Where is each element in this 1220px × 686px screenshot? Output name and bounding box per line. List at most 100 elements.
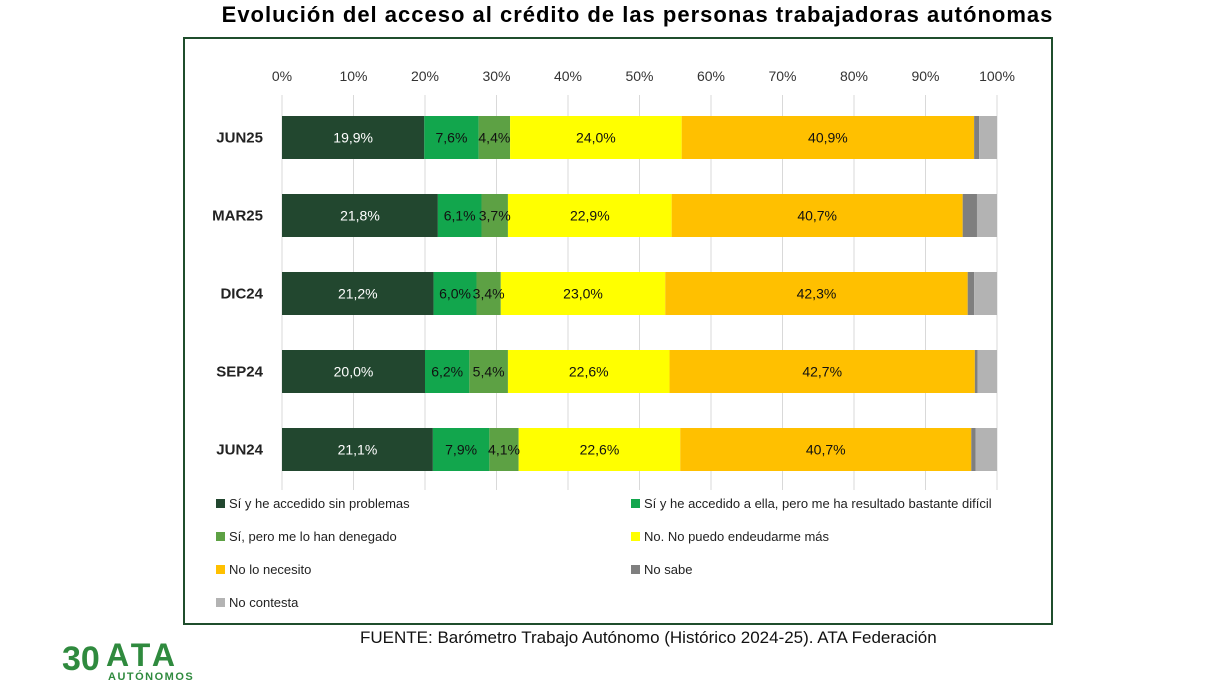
legend-label: No sabe bbox=[644, 562, 693, 577]
legend-swatch bbox=[216, 532, 225, 541]
legend-item: No contesta bbox=[216, 595, 298, 610]
legend-item: No. No puedo endeudarme más bbox=[631, 529, 829, 544]
data-label: 6,2% bbox=[431, 364, 463, 380]
legend-label: Sí y he accedido sin problemas bbox=[229, 496, 410, 511]
bar-segment bbox=[282, 116, 425, 159]
logo-number: 30 bbox=[62, 640, 100, 678]
bar-segment bbox=[971, 428, 976, 471]
data-label: 20,0% bbox=[334, 364, 374, 380]
bar-segment bbox=[481, 194, 508, 237]
data-label: 22,6% bbox=[580, 442, 620, 458]
bar-segment bbox=[282, 194, 438, 237]
chart-frame bbox=[183, 37, 1053, 625]
bar-segment bbox=[665, 272, 968, 315]
data-label: 19,9% bbox=[333, 130, 373, 146]
category-label: JUN24 bbox=[216, 442, 263, 459]
data-label: 23,0% bbox=[563, 286, 603, 302]
source-note: FUENTE: Barómetro Trabajo Autónomo (Hist… bbox=[360, 628, 937, 647]
legend-swatch bbox=[631, 532, 640, 541]
legend-swatch bbox=[631, 565, 640, 574]
x-tick-label: 50% bbox=[625, 68, 653, 84]
bar-segment bbox=[424, 116, 479, 159]
legend-item: No lo necesito bbox=[216, 562, 311, 577]
bar-segment bbox=[976, 194, 997, 237]
data-label: 21,2% bbox=[338, 286, 378, 302]
x-tick-label: 70% bbox=[768, 68, 796, 84]
legend-label: No lo necesito bbox=[229, 562, 312, 577]
bar-segment bbox=[433, 272, 477, 315]
x-axis-ticks: 0% 10% 20% 30% 40% 50% 60% 70% 80% 90% 100% bbox=[272, 68, 1015, 84]
legend-label: Sí y he accedido a ella, pero me ha resu… bbox=[644, 496, 992, 511]
logo-tagline: AUTÓNOMOS bbox=[108, 670, 194, 682]
data-label: 5,4% bbox=[473, 364, 505, 380]
legend-label: No. No puedo endeudarme más bbox=[644, 529, 830, 544]
data-label: 6,1% bbox=[444, 208, 476, 224]
bar-segment bbox=[282, 350, 425, 393]
bar-segment bbox=[979, 116, 997, 159]
legend-item: Sí y he accedido a ella, pero me ha resu… bbox=[631, 496, 992, 511]
data-label: 7,6% bbox=[435, 130, 467, 146]
data-label: 24,0% bbox=[576, 130, 616, 146]
data-label: 40,7% bbox=[806, 442, 846, 458]
legend-item: Sí, pero me lo han denegado bbox=[216, 529, 397, 544]
bar-segment bbox=[432, 428, 490, 471]
data-label: 7,9% bbox=[445, 442, 477, 458]
bar-segment bbox=[478, 116, 511, 159]
bar-segment bbox=[507, 194, 672, 237]
x-tick-label: 0% bbox=[272, 68, 292, 84]
bar-segment bbox=[669, 350, 975, 393]
bar-segment bbox=[425, 350, 470, 393]
data-label: 4,1% bbox=[488, 442, 520, 458]
legend-swatch bbox=[631, 499, 640, 508]
data-label: 3,7% bbox=[479, 208, 511, 224]
data-label: 3,4% bbox=[473, 286, 505, 302]
bar-segment bbox=[977, 350, 997, 393]
bar-segment bbox=[476, 272, 501, 315]
data-label: 40,7% bbox=[797, 208, 837, 224]
legend-label: Sí, pero me lo han denegado bbox=[229, 529, 397, 544]
data-label: 40,9% bbox=[808, 130, 848, 146]
legend-swatch bbox=[216, 598, 225, 607]
legend-swatch bbox=[216, 499, 225, 508]
x-tick-label: 60% bbox=[697, 68, 725, 84]
bar-segment bbox=[469, 350, 508, 393]
bars bbox=[282, 116, 997, 471]
bar-segment bbox=[974, 350, 978, 393]
category-label: MAR25 bbox=[212, 208, 263, 225]
bar-segment bbox=[437, 194, 482, 237]
data-label: 42,7% bbox=[802, 364, 842, 380]
bar-segment bbox=[282, 428, 433, 471]
data-label: 22,6% bbox=[569, 364, 609, 380]
bar-segment bbox=[671, 194, 963, 237]
data-label: 21,8% bbox=[340, 208, 380, 224]
bar-segment bbox=[975, 428, 997, 471]
category-label: JUN25 bbox=[216, 130, 263, 147]
legend-item: Sí y he accedido sin problemas bbox=[216, 496, 410, 511]
bar-segment bbox=[974, 116, 980, 159]
data-label: 22,9% bbox=[570, 208, 610, 224]
data-label: 6,0% bbox=[439, 286, 471, 302]
x-tick-label: 40% bbox=[554, 68, 582, 84]
bar-segment bbox=[680, 428, 972, 471]
bar-segment bbox=[962, 194, 977, 237]
bar-segment bbox=[507, 350, 670, 393]
category-labels: JUN25 MAR25 DIC24 SEP24 JUN24 bbox=[212, 130, 264, 459]
bar-segment bbox=[681, 116, 975, 159]
legend-item: No sabe bbox=[631, 562, 692, 577]
x-tick-label: 30% bbox=[482, 68, 510, 84]
data-label: 4,4% bbox=[478, 130, 510, 146]
category-label: SEP24 bbox=[216, 364, 263, 381]
x-tick-label: 100% bbox=[979, 68, 1015, 84]
x-tick-label: 20% bbox=[411, 68, 439, 84]
x-tick-label: 10% bbox=[339, 68, 367, 84]
chart-title: Evolución del acceso al crédito de las p… bbox=[221, 2, 1054, 27]
bar-segment bbox=[967, 272, 975, 315]
category-label: DIC24 bbox=[220, 286, 263, 303]
logo-brand: ATA bbox=[106, 637, 179, 673]
data-label: 42,3% bbox=[797, 286, 837, 302]
legend-label: No contesta bbox=[229, 595, 299, 610]
bar-segment bbox=[500, 272, 666, 315]
x-tick-label: 80% bbox=[840, 68, 868, 84]
bar-segment bbox=[518, 428, 681, 471]
